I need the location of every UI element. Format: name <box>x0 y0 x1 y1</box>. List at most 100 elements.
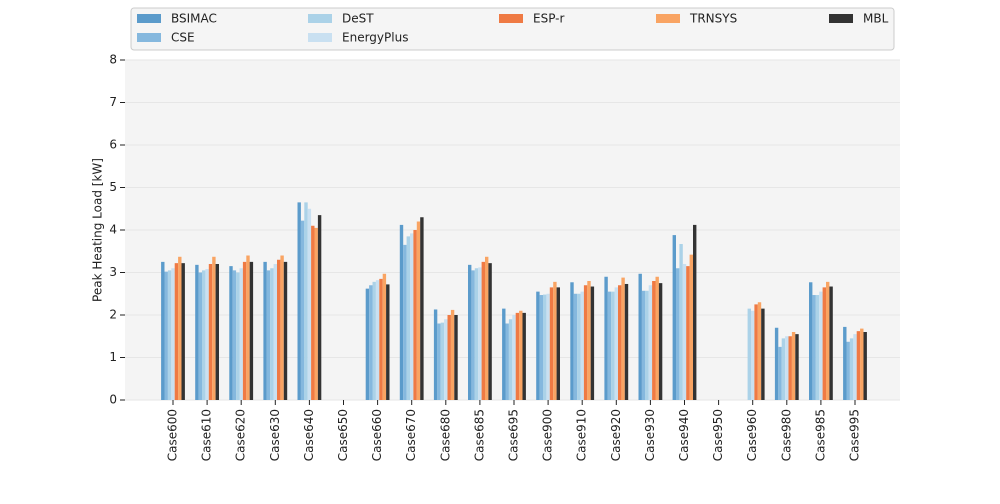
bar <box>478 267 482 400</box>
bar <box>809 282 813 400</box>
bar <box>307 208 312 400</box>
bar <box>580 291 584 400</box>
bar <box>652 281 656 400</box>
x-tick-label: Case985 <box>813 409 827 461</box>
bar <box>791 332 796 400</box>
y-axis-label: Peak Heating Load [kW] <box>91 158 105 302</box>
bar <box>849 338 854 400</box>
bar <box>468 264 472 400</box>
bar <box>682 264 687 400</box>
bar <box>512 315 516 400</box>
bar <box>543 294 547 400</box>
y-tick-label: 7 <box>109 95 117 109</box>
bar <box>815 295 820 400</box>
bar <box>549 287 554 400</box>
bar <box>239 268 243 400</box>
bar <box>372 281 376 400</box>
bar <box>754 304 758 400</box>
bar <box>614 287 618 400</box>
x-tick-label: Case950 <box>711 409 725 461</box>
bar <box>454 315 458 400</box>
x-tick-label: Case600 <box>166 409 180 461</box>
bar <box>618 285 622 400</box>
x-tick-label: Case695 <box>507 409 521 461</box>
legend-label: EnergyPlus <box>342 31 408 45</box>
bar <box>440 322 445 400</box>
bar <box>488 263 492 400</box>
x-tick-label: Case900 <box>541 409 555 461</box>
y-tick-label: 3 <box>109 265 117 279</box>
x-tick-label: Case610 <box>200 409 214 461</box>
bar <box>519 310 523 400</box>
bar <box>195 264 199 400</box>
legend-swatch <box>137 33 161 42</box>
bar <box>522 312 526 400</box>
bar <box>676 268 680 400</box>
bar <box>406 236 410 400</box>
bar <box>860 328 864 400</box>
bar <box>266 270 271 400</box>
bar <box>420 217 424 400</box>
legend-swatch <box>308 33 332 42</box>
y-tick-label: 6 <box>109 138 117 152</box>
bar <box>481 261 485 400</box>
bar <box>604 276 608 400</box>
bar <box>311 225 315 400</box>
bar <box>641 290 646 400</box>
bar <box>638 273 642 400</box>
bar <box>365 288 370 400</box>
x-tick-label: Case930 <box>643 409 657 461</box>
legend-label: BSIMAC <box>171 12 217 26</box>
y-tick-label: 4 <box>109 223 117 237</box>
bar <box>781 338 786 400</box>
bar <box>536 291 540 400</box>
bar <box>317 215 322 400</box>
bar <box>546 293 550 400</box>
bar <box>273 264 277 400</box>
bar <box>178 256 182 400</box>
legend-label: ESP-r <box>533 12 565 26</box>
bar <box>583 285 588 400</box>
bar <box>812 295 816 400</box>
bar <box>747 308 751 400</box>
bar <box>161 261 165 400</box>
y-tick-label: 2 <box>109 308 117 322</box>
bar <box>826 281 830 400</box>
x-tick-label: Case660 <box>370 409 384 461</box>
x-tick-label: Case910 <box>575 409 589 461</box>
bar <box>621 277 625 400</box>
y-tick-label: 5 <box>109 180 117 194</box>
bar <box>539 295 543 400</box>
bar <box>242 261 247 400</box>
bar <box>181 263 185 400</box>
bar <box>297 202 301 400</box>
bar <box>863 332 867 400</box>
legend-swatch <box>829 14 853 23</box>
bar <box>416 221 421 400</box>
bar <box>300 220 305 400</box>
bar <box>553 281 557 400</box>
legend-label: TRNSYS <box>689 12 737 26</box>
bar <box>450 309 455 400</box>
legend-label: CSE <box>171 31 195 45</box>
x-tick-label: Case640 <box>302 409 316 461</box>
bar <box>607 291 612 400</box>
bar <box>778 346 782 400</box>
bar <box>249 261 254 400</box>
bar <box>570 282 574 400</box>
legend-swatch <box>656 14 680 23</box>
bar <box>774 327 779 400</box>
bar <box>304 202 308 400</box>
bar <box>379 278 383 400</box>
bar <box>403 244 407 400</box>
x-tick-label: Case995 <box>848 409 862 461</box>
bar <box>587 281 591 400</box>
bar <box>757 302 762 400</box>
x-tick-label: Case620 <box>234 409 248 461</box>
legend-label: DeST <box>342 12 374 26</box>
bar <box>212 256 216 400</box>
x-tick-label: Case685 <box>472 409 486 461</box>
bar <box>270 268 274 400</box>
bar <box>375 280 380 400</box>
